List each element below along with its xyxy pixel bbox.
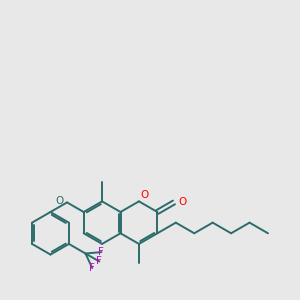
- Text: O: O: [178, 197, 187, 207]
- Text: F: F: [89, 263, 95, 273]
- Text: O: O: [140, 190, 149, 200]
- Text: F: F: [96, 256, 102, 266]
- Text: O: O: [56, 196, 64, 206]
- Text: F: F: [98, 247, 104, 257]
